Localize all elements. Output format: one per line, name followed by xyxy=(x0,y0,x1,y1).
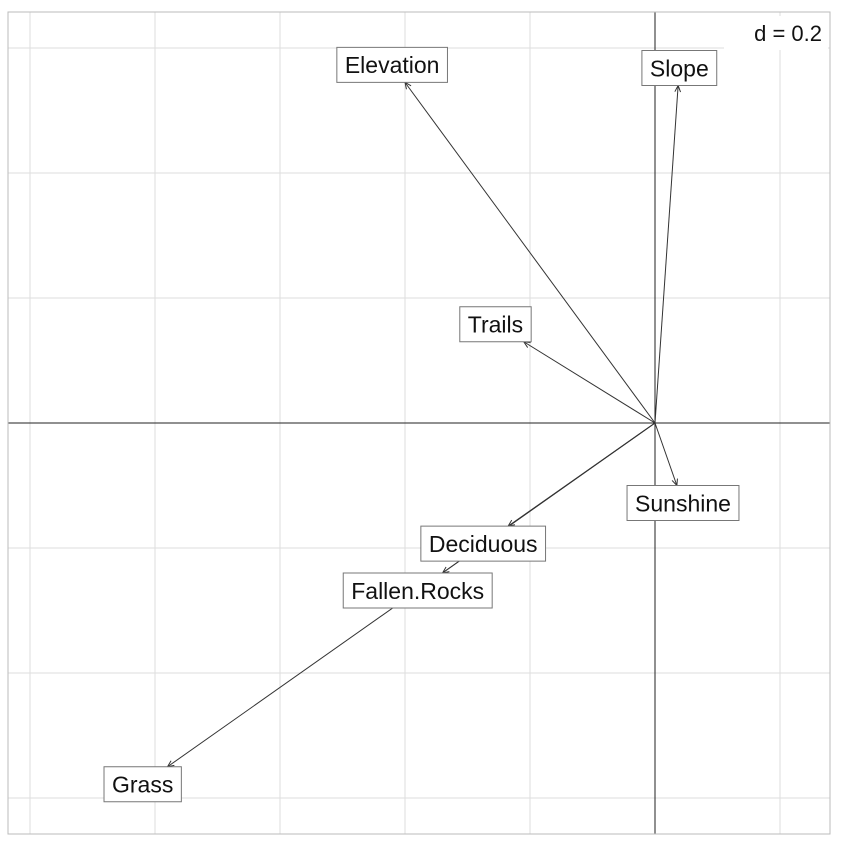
arrow-sunshine xyxy=(654,422,678,486)
label-box-elevation xyxy=(336,46,448,83)
label-text-grass: Grass xyxy=(112,772,173,798)
origin-axes xyxy=(8,12,830,834)
scale-legend-label: d = 0.2 xyxy=(754,21,822,46)
scale-legend: d = 0.2 xyxy=(724,16,828,50)
label-sunshine: Sunshine xyxy=(626,485,740,521)
label-grass: Grass xyxy=(103,766,182,803)
plot-frame xyxy=(7,11,831,835)
label-text-slope: Slope xyxy=(650,55,709,81)
scale-legend-background xyxy=(724,16,828,50)
label-text-fallen-rocks: Fallen.Rocks xyxy=(351,578,484,604)
label-text-sunshine: Sunshine xyxy=(635,490,731,516)
label-box-sunshine xyxy=(626,485,740,521)
label-box-grass xyxy=(103,766,182,803)
label-slope: Slope xyxy=(641,50,718,86)
label-box-slope xyxy=(641,50,718,86)
label-text-elevation: Elevation xyxy=(345,52,440,78)
label-text-trails: Trails xyxy=(468,312,523,338)
label-trails: Trails xyxy=(459,306,532,343)
arrow-slope xyxy=(654,85,679,424)
arrow-elevation xyxy=(404,82,656,424)
arrow-trails xyxy=(523,341,656,424)
variable-labels: Elevation Slope Trails Sunshine Deciduous Fal… xyxy=(103,46,740,803)
label-box-deciduous xyxy=(420,525,547,562)
label-deciduous: Deciduous xyxy=(420,525,547,562)
label-box-fallen-rocks xyxy=(342,572,493,609)
label-elevation: Elevation xyxy=(336,46,448,83)
label-fallen-rocks: Fallen.Rocks xyxy=(342,572,493,609)
arrows xyxy=(166,81,682,768)
label-box-trails xyxy=(459,306,532,343)
label-text-deciduous: Deciduous xyxy=(429,531,538,557)
